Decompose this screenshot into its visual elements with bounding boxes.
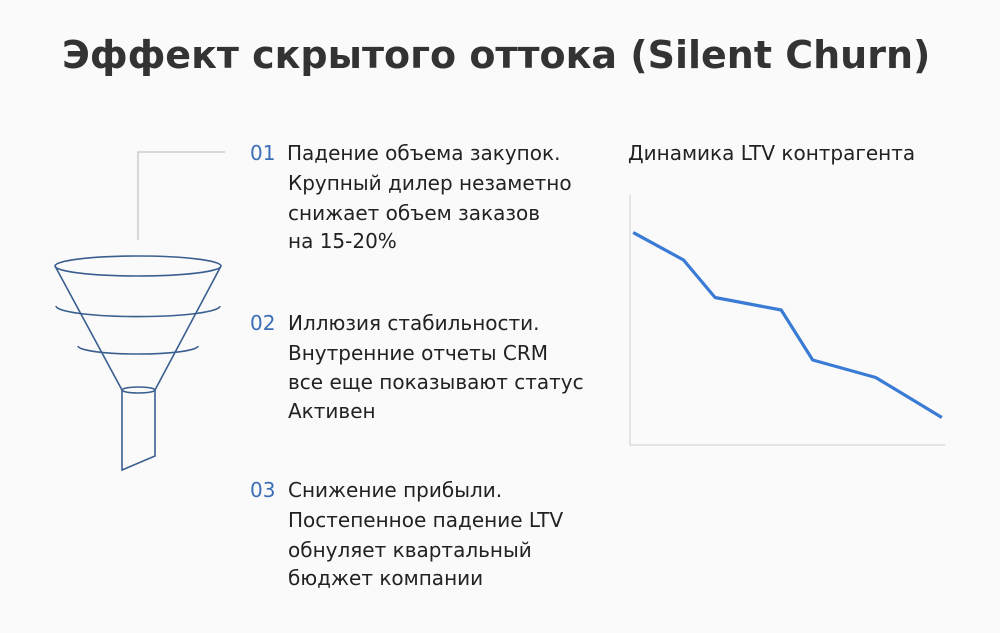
funnel-band bbox=[55, 305, 221, 318]
item-line: бюджет компании bbox=[288, 566, 483, 590]
item-number: 01 bbox=[250, 141, 275, 165]
item: 02 Иллюзия стабильности. Внутренние отче… bbox=[250, 311, 584, 423]
slide-title: Эффект скрытого оттока (Silent Churn) bbox=[62, 33, 930, 77]
ltv-line bbox=[632, 231, 943, 419]
item-number: 02 bbox=[250, 311, 275, 335]
chart-title: Динамика LTV контрагента bbox=[628, 141, 915, 165]
item-line: все еще показывают статус bbox=[288, 370, 584, 394]
item-line: Крупный дилер незаметно bbox=[288, 171, 572, 195]
item-line: обнуляет квартальный bbox=[288, 538, 532, 562]
item-line: Постепенное падение LTV bbox=[288, 508, 563, 532]
funnel-top bbox=[54, 255, 222, 277]
item: 01 Падение объема закупок. Крупный дилер… bbox=[250, 141, 572, 253]
item: 03 Снижение прибыли. Постепенное падение… bbox=[250, 478, 563, 590]
item-heading: Иллюзия стабильности. bbox=[288, 311, 540, 335]
funnel-body bbox=[54, 265, 222, 472]
funnel-neck bbox=[121, 386, 156, 394]
funnel bbox=[54, 151, 225, 472]
connector bbox=[137, 151, 225, 240]
item-number: 03 bbox=[250, 478, 275, 502]
item-line: на 15-20% bbox=[288, 229, 397, 253]
item-heading: Падение объема закупок. bbox=[287, 141, 560, 165]
item-line: Активен bbox=[288, 399, 376, 423]
funnel-band bbox=[77, 345, 199, 355]
item-heading: Снижение прибыли. bbox=[288, 478, 502, 502]
item-line: Внутренние отчеты CRM bbox=[288, 341, 548, 365]
item-line: снижает объем заказов bbox=[288, 201, 540, 225]
